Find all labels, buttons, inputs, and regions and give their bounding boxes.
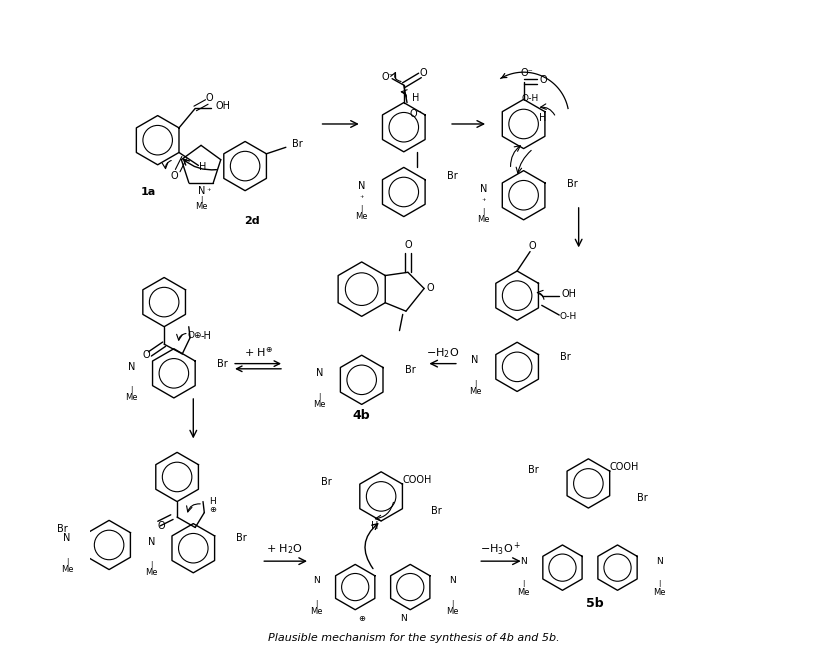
- Text: |: |: [315, 600, 318, 607]
- Text: ⁺: ⁺: [207, 188, 211, 197]
- Text: OH: OH: [216, 102, 231, 112]
- Text: O: O: [419, 68, 427, 79]
- Text: 4b: 4b: [353, 409, 370, 422]
- Text: |: |: [200, 196, 203, 203]
- Text: Br: Br: [637, 493, 648, 502]
- Text: Me: Me: [126, 394, 138, 402]
- Text: |: |: [361, 205, 363, 212]
- Text: N: N: [316, 368, 323, 379]
- Text: Me: Me: [477, 215, 490, 224]
- Text: Me: Me: [446, 607, 459, 616]
- Text: Br: Br: [528, 466, 538, 476]
- Text: Br: Br: [217, 359, 227, 369]
- Text: N: N: [400, 613, 407, 623]
- Text: |: |: [474, 380, 476, 386]
- Text: O⁻: O⁻: [520, 68, 533, 79]
- Text: + H$^{\oplus}$: + H$^{\oplus}$: [243, 346, 273, 359]
- Text: N: N: [471, 356, 479, 365]
- Text: 5b: 5b: [586, 597, 604, 610]
- Text: COOH: COOH: [609, 462, 638, 472]
- Text: O: O: [170, 171, 179, 181]
- Text: N: N: [657, 557, 663, 565]
- Text: H: H: [412, 93, 419, 103]
- Text: Br: Br: [237, 533, 247, 543]
- Text: O: O: [528, 241, 537, 251]
- Text: ⊕: ⊕: [209, 505, 216, 514]
- Text: N: N: [480, 184, 487, 194]
- Text: O⁻: O⁻: [409, 110, 422, 119]
- Text: |: |: [318, 392, 321, 400]
- Text: Me: Me: [469, 387, 481, 396]
- Text: N: N: [198, 186, 205, 195]
- Text: O: O: [427, 283, 434, 293]
- Text: N: N: [313, 576, 320, 585]
- Text: N: N: [520, 557, 527, 565]
- Text: Me: Me: [145, 568, 157, 577]
- Text: H: H: [539, 113, 547, 123]
- Text: O⊕: O⊕: [188, 331, 203, 340]
- Text: Me: Me: [356, 212, 368, 221]
- Text: Me: Me: [310, 607, 323, 616]
- Text: H: H: [371, 521, 378, 531]
- Text: Br: Br: [292, 139, 303, 149]
- Text: |: |: [452, 600, 453, 607]
- Text: Br: Br: [566, 178, 577, 188]
- Text: Br: Br: [321, 477, 332, 487]
- Text: ⁺: ⁺: [481, 197, 485, 206]
- Text: N: N: [128, 362, 136, 372]
- Text: |: |: [658, 581, 661, 587]
- Text: -H: -H: [201, 331, 212, 340]
- Text: O: O: [206, 93, 213, 103]
- Text: N: N: [358, 180, 366, 190]
- Text: H: H: [199, 162, 207, 172]
- Text: N: N: [147, 537, 155, 546]
- Text: Me: Me: [653, 588, 666, 597]
- Text: Me: Me: [313, 400, 326, 409]
- Text: Br: Br: [447, 171, 457, 181]
- Text: COOH: COOH: [402, 475, 432, 485]
- Text: N: N: [449, 576, 456, 585]
- Text: Plausible mechanism for the synthesis of 4b and 5b.: Plausible mechanism for the synthesis of…: [268, 633, 559, 643]
- Text: O: O: [142, 350, 150, 360]
- Text: OH: OH: [562, 289, 576, 298]
- Text: |: |: [523, 581, 525, 587]
- Text: Br: Br: [57, 523, 68, 534]
- Text: + H$_2$O: + H$_2$O: [265, 543, 303, 556]
- Text: Me: Me: [195, 202, 208, 211]
- Text: O-H: O-H: [522, 94, 538, 102]
- Text: Br: Br: [405, 365, 416, 375]
- Text: Me: Me: [518, 588, 530, 597]
- Text: Me: Me: [60, 565, 74, 574]
- Text: Br: Br: [431, 506, 442, 516]
- Text: ⁺: ⁺: [360, 194, 364, 203]
- Text: $-$H$_2$O: $-$H$_2$O: [426, 346, 459, 359]
- Text: N: N: [64, 533, 70, 543]
- Text: Br: Br: [561, 352, 571, 362]
- Text: H: H: [209, 497, 216, 506]
- Text: O: O: [157, 521, 165, 531]
- Text: O⁻: O⁻: [381, 72, 394, 82]
- Text: O: O: [539, 75, 547, 85]
- Text: O-H: O-H: [559, 312, 576, 321]
- Text: 1a: 1a: [141, 187, 155, 197]
- Text: 2d: 2d: [244, 216, 260, 226]
- Text: |: |: [150, 561, 152, 568]
- Text: |: |: [131, 386, 133, 393]
- Text: ⊕: ⊕: [358, 613, 366, 623]
- Text: |: |: [482, 208, 485, 215]
- Text: O: O: [404, 240, 412, 250]
- Text: |: |: [66, 558, 68, 565]
- Text: $-$H$_3$O$^+$: $-$H$_3$O$^+$: [480, 541, 522, 558]
